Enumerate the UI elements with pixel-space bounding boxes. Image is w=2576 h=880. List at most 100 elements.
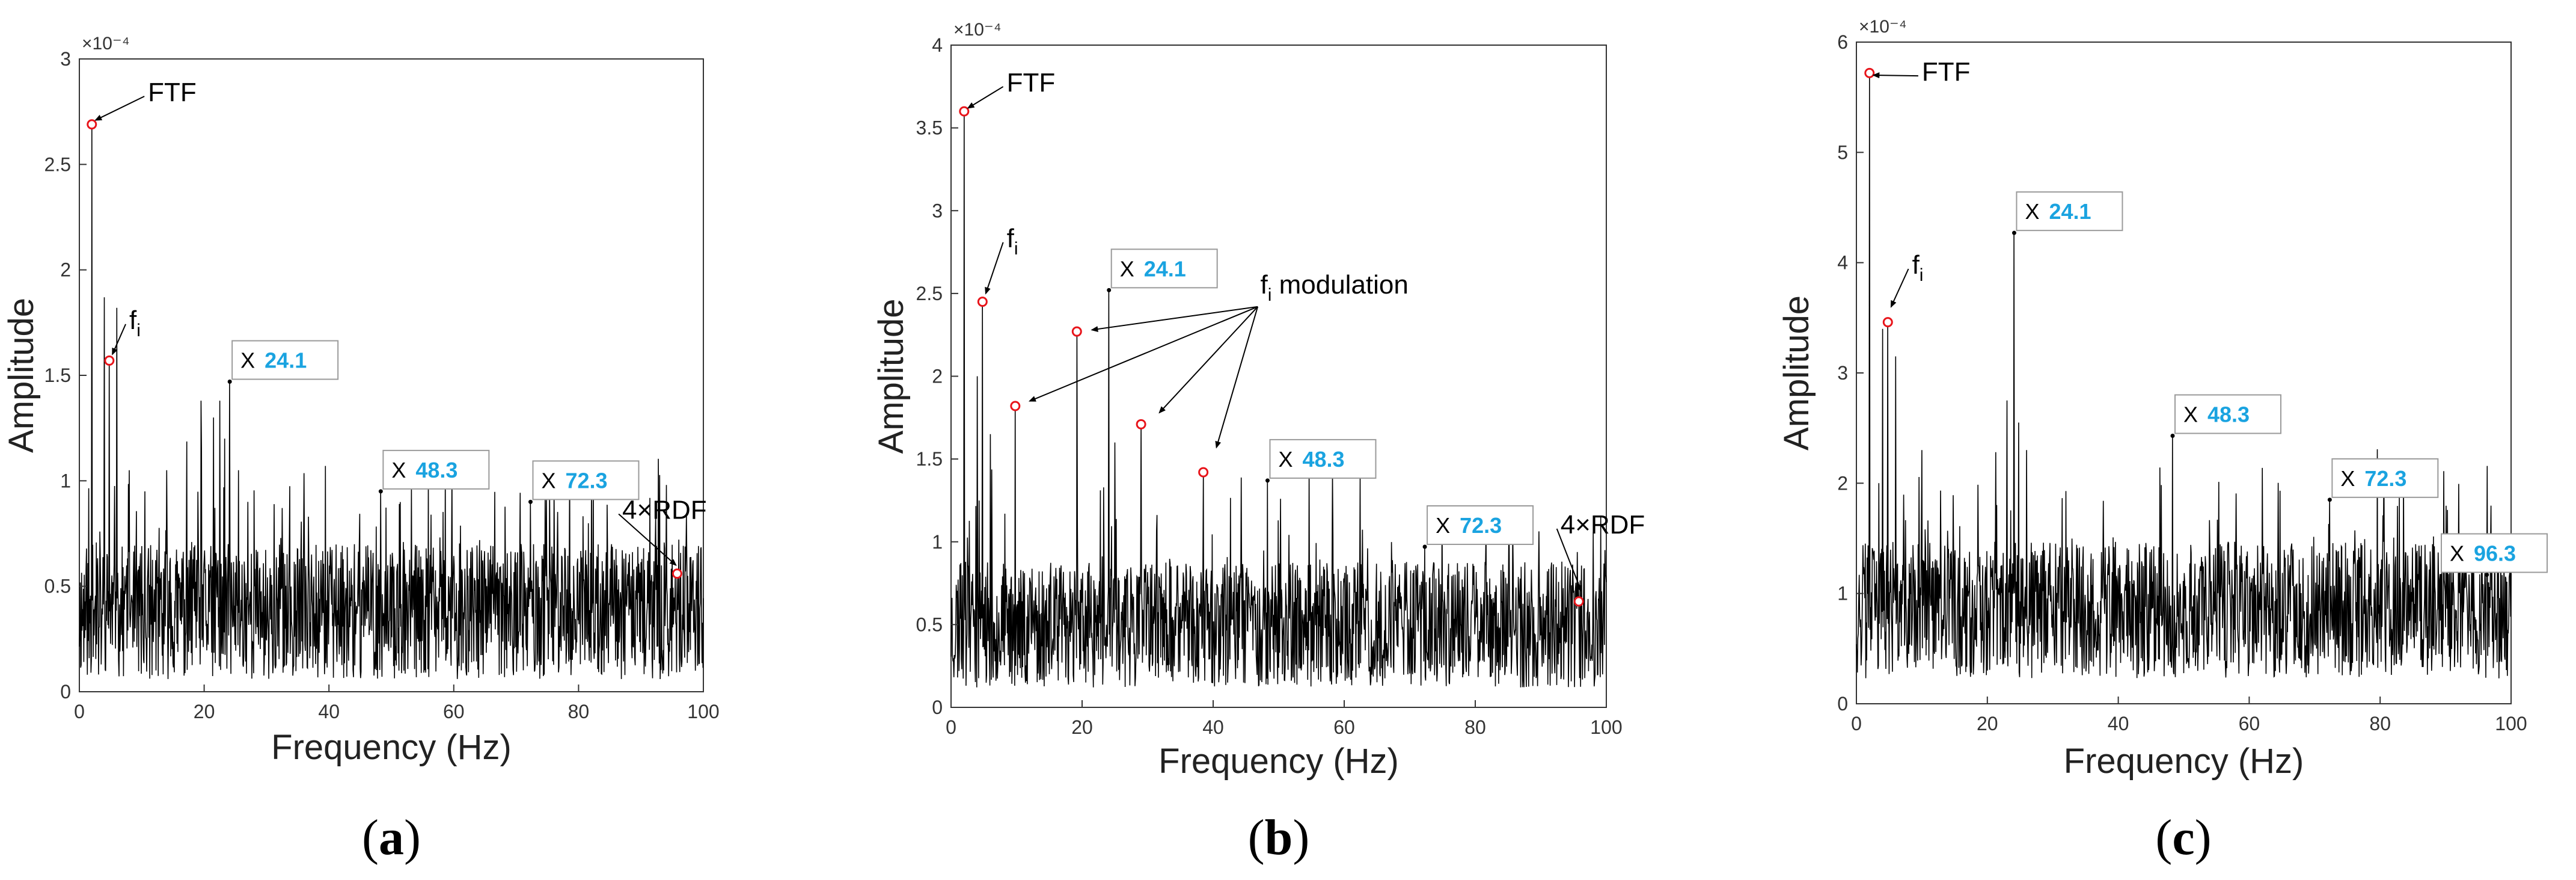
peak-marker [1010, 401, 1021, 411]
datatip-value: 24.1 [2049, 199, 2091, 224]
datatip-x-label: X [2450, 541, 2464, 566]
peak-marker [1198, 467, 1209, 478]
annotation-label: 4×RDF [622, 495, 707, 525]
datatip-point [227, 380, 232, 384]
modulation-arrow [1158, 306, 1258, 414]
y-exponent-label: ×10⁻⁴ [953, 20, 1002, 40]
datatip-point [2012, 230, 2016, 235]
x-axis-label: Frequency (Hz) [271, 728, 512, 767]
y-tick-label: 2.5 [916, 283, 943, 304]
y-axis-label: Amplitude [2, 298, 41, 453]
peak-marker [87, 119, 97, 130]
modulation-arrow [1215, 306, 1259, 449]
datatip-x-label: X [2183, 402, 2198, 427]
datatip-box [2174, 394, 2281, 434]
datatip-box [1269, 438, 1377, 479]
y-tick-label: 4 [932, 34, 943, 56]
datatip: X 24.1 [231, 340, 339, 380]
datatip-value: 72.3 [2364, 466, 2406, 491]
peak-marker [1136, 419, 1146, 429]
spectrum-line [1856, 73, 2512, 678]
datatip-box [231, 340, 339, 380]
datatip: X 24.1 [1110, 248, 1218, 289]
y-exponent-label: ×10⁻⁴ [82, 34, 130, 54]
datatip: X 72.3 [2331, 458, 2439, 498]
datatip-value: 48.3 [1302, 447, 1344, 472]
x-tick-label: 0 [946, 716, 956, 738]
spectrum-line [950, 111, 1607, 688]
datatip-value: 48.3 [415, 458, 457, 482]
x-tick-label: 40 [2108, 713, 2129, 734]
annotation-arrow [985, 242, 1004, 295]
x-axis-label: Frequency (Hz) [1158, 742, 1399, 781]
x-tick-label: 20 [194, 701, 215, 722]
y-tick-label: 3 [1837, 362, 1848, 384]
datatip-value: 72.3 [1460, 513, 1502, 538]
datatip-box [1110, 248, 1218, 289]
peak-marker [104, 355, 115, 366]
x-tick-label: 100 [2495, 713, 2527, 734]
peak-marker [1882, 317, 1893, 328]
datatip-x-label: X [2025, 199, 2039, 224]
datatip-x-label: X [391, 458, 406, 482]
peak-marker [1573, 596, 1584, 607]
peak-marker [672, 568, 682, 579]
datatip-point [2327, 497, 2332, 502]
x-tick-label: 40 [1202, 716, 1224, 738]
y-axis-label: Amplitude [1777, 295, 1816, 451]
y-axis-label: Amplitude [872, 299, 911, 454]
annotation-arrow [967, 86, 1004, 109]
datatip-box [1427, 505, 1534, 546]
datatip-x-label: X [1278, 447, 1293, 472]
modulation-arrow [1091, 306, 1258, 332]
datatip: X 96.3 [2441, 533, 2548, 573]
y-tick-label: 5 [1837, 141, 1848, 163]
datatip-value: 48.3 [2207, 402, 2250, 427]
peak-marker [977, 297, 988, 307]
annotation-arrow [1556, 528, 1582, 593]
y-tick-label: 0.5 [44, 576, 71, 597]
x-tick-label: 80 [1464, 716, 1486, 738]
y-tick-label: 6 [1837, 31, 1848, 53]
y-tick-label: 3.5 [916, 117, 943, 139]
annotation-label: FTF [148, 78, 197, 107]
y-tick-label: 1.5 [916, 448, 943, 470]
y-exponent-label: ×10⁻⁴ [1859, 17, 1907, 37]
y-tick-label: 0.5 [916, 614, 943, 635]
y-tick-label: 3 [60, 48, 71, 70]
datatip: X 24.1 [2016, 191, 2123, 232]
panel-c: 0 20 40 60 80 100 0 1 2 3 4 5 6 ×10⁻⁴ Frequency (Hz) Am… [1777, 17, 2548, 866]
datatip-point [1422, 544, 1427, 549]
y-tick-label: 1 [932, 531, 943, 553]
annotation-label: fi [1007, 224, 1018, 259]
datatip-point [2485, 573, 2489, 577]
y-tick-label: 1 [60, 470, 71, 491]
datatip: X 48.3 [2174, 394, 2281, 434]
datatip-value: 96.3 [2474, 541, 2516, 566]
peak-marker [959, 106, 970, 117]
annotation-label: fi [129, 306, 141, 340]
x-tick-label: 100 [687, 701, 719, 722]
datatip-value: 24.1 [1144, 256, 1186, 281]
x-tick-label: 80 [568, 701, 590, 722]
x-tick-label: 0 [74, 701, 85, 722]
y-tick-label: 2.5 [44, 153, 71, 175]
annotation-label: FTF [1922, 57, 1971, 87]
y-tick-label: 0 [932, 697, 943, 718]
modulation-arrow [1028, 306, 1258, 402]
datatip-box [2016, 191, 2123, 232]
x-tick-label: 100 [1590, 716, 1622, 738]
panel-b: 0 20 40 60 80 100 0 0.5 1 1.5 2 2.5 3 3.5 4 ×10⁻⁴ Freque… [872, 20, 1645, 866]
y-tick-label: 0 [60, 681, 71, 703]
modulation-label: fi modulation [1260, 270, 1408, 305]
datatip: X 48.3 [1269, 438, 1377, 479]
x-tick-label: 0 [1851, 713, 1862, 734]
x-tick-label: 60 [1333, 716, 1355, 738]
annotation-arrow [94, 96, 145, 121]
datatip-box [382, 449, 490, 490]
subcaption: (c) [2155, 810, 2211, 866]
datatip-x-label: X [1436, 513, 1450, 538]
datatip-x-label: X [240, 348, 255, 373]
datatip-x-label: X [1120, 256, 1134, 281]
